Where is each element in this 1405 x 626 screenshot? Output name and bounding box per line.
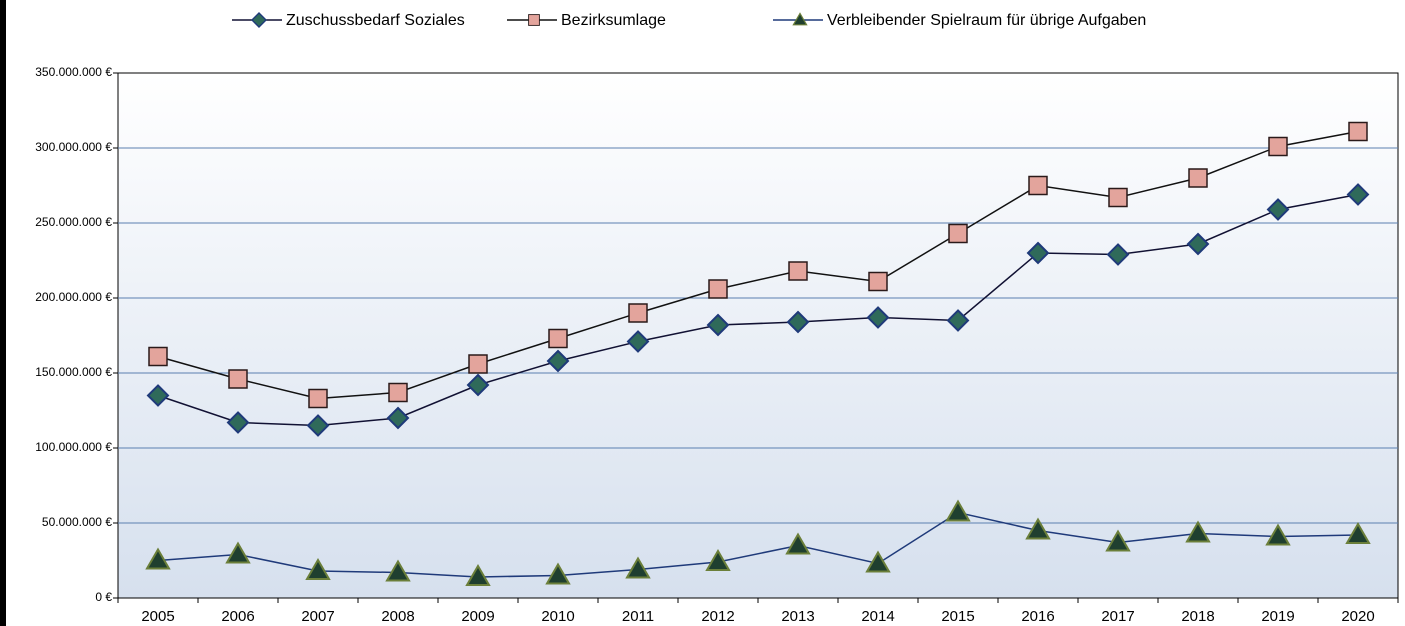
y-tick-label: 100.000.000 € — [35, 440, 112, 454]
marker — [225, 541, 251, 564]
marker — [1268, 136, 1288, 157]
marker — [706, 313, 730, 337]
marker — [946, 309, 970, 332]
y-tick-label: 200.000.000 € — [35, 290, 112, 304]
plot-area — [117, 72, 1399, 599]
marker — [1108, 187, 1128, 208]
legend-marker — [251, 12, 267, 28]
y-tick-label: 250.000.000 € — [35, 215, 112, 229]
marker — [228, 369, 248, 389]
x-tick-label: 2014 — [861, 608, 894, 625]
x-tick-label: 2012 — [701, 608, 734, 625]
marker — [468, 354, 488, 374]
marker — [1028, 175, 1048, 196]
marker — [1186, 232, 1210, 256]
x-tick-label: 2008 — [381, 608, 414, 625]
marker — [226, 411, 250, 434]
x-tick-label: 2010 — [541, 608, 574, 625]
marker — [546, 349, 570, 373]
marker — [785, 532, 811, 555]
y-tick-label: 0 € — [95, 590, 112, 604]
marker — [1106, 243, 1130, 266]
series-line — [157, 193, 1359, 427]
marker — [945, 499, 971, 522]
marker — [628, 303, 648, 323]
legend-label: Verbleibender Spielraum für übrige Aufga… — [827, 12, 1146, 29]
marker — [626, 330, 650, 353]
marker — [865, 550, 891, 573]
marker — [305, 558, 331, 580]
marker — [465, 564, 491, 586]
marker — [708, 279, 728, 299]
y-tick-label: 50.000.000 € — [42, 515, 112, 529]
x-tick-label: 2005 — [141, 608, 174, 625]
marker — [948, 223, 968, 244]
marker — [1265, 523, 1291, 546]
marker — [1346, 183, 1370, 206]
x-tick-label: 2007 — [301, 608, 334, 625]
marker — [1266, 198, 1290, 221]
marker — [705, 549, 731, 571]
x-tick-label: 2013 — [781, 608, 814, 625]
legend-marker — [528, 14, 540, 26]
marker — [1025, 517, 1051, 540]
series-line — [157, 130, 1359, 400]
marker — [866, 306, 890, 329]
marker — [1348, 121, 1368, 142]
marker — [788, 261, 808, 281]
x-tick-label: 2018 — [1181, 608, 1214, 625]
marker — [786, 310, 810, 334]
x-tick-label: 2020 — [1341, 608, 1374, 625]
x-tick-label: 2019 — [1261, 608, 1294, 625]
marker — [308, 388, 328, 409]
marker — [868, 271, 888, 292]
y-tick-label: 350.000.000 € — [35, 65, 112, 79]
marker — [145, 547, 171, 570]
marker — [548, 328, 568, 349]
marker — [1188, 168, 1208, 188]
x-tick-label: 2015 — [941, 608, 974, 625]
marker — [466, 373, 490, 397]
marker — [545, 562, 571, 585]
x-tick-label: 2011 — [622, 608, 654, 625]
marker — [1026, 241, 1050, 265]
marker — [625, 556, 651, 579]
series-line — [157, 511, 1359, 578]
marker — [385, 559, 411, 582]
legend-label: Zuschussbedarf Soziales — [286, 12, 465, 29]
y-tick-label: 300.000.000 € — [35, 140, 112, 154]
marker — [1105, 529, 1131, 552]
marker — [1185, 520, 1211, 543]
marker — [306, 414, 330, 437]
legend-marker — [792, 12, 808, 26]
marker — [148, 346, 168, 367]
y-tick-label: 150.000.000 € — [35, 365, 112, 379]
marker — [146, 384, 170, 407]
x-tick-label: 2017 — [1101, 608, 1134, 625]
x-tick-label: 2006 — [221, 608, 254, 625]
marker — [1345, 522, 1371, 544]
x-tick-label: 2009 — [461, 608, 494, 625]
marker — [388, 382, 408, 403]
left-border — [0, 0, 6, 626]
marker — [386, 406, 410, 430]
x-tick-label: 2016 — [1021, 608, 1054, 625]
legend-label: Bezirksumlage — [561, 12, 666, 29]
